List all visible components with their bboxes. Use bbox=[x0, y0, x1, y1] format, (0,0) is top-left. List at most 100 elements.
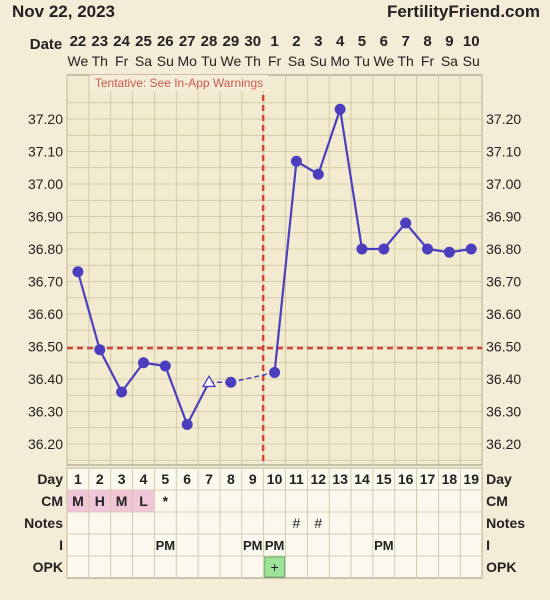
table-cell-cm: M bbox=[116, 493, 128, 509]
warning-label-bg bbox=[90, 75, 268, 91]
y-tick-label-left: 36.60 bbox=[28, 306, 63, 322]
table-cell-day: 13 bbox=[332, 471, 348, 487]
weekday-label: Tu bbox=[354, 53, 370, 69]
table-cell-day: 5 bbox=[161, 471, 169, 487]
date-label: 8 bbox=[423, 33, 431, 50]
chart-date: Nov 22, 2023 bbox=[12, 2, 116, 21]
weekday-label: Tu bbox=[201, 53, 217, 69]
y-tick-label-right: 36.60 bbox=[486, 306, 521, 322]
table-row-label-left: OPK bbox=[33, 559, 63, 575]
weekday-label: Fr bbox=[268, 53, 282, 69]
weekday-label: Th bbox=[92, 53, 108, 69]
table-cell-notes: # bbox=[314, 515, 322, 531]
y-tick-label-left: 37.10 bbox=[28, 144, 63, 160]
date-label: 3 bbox=[314, 33, 322, 50]
y-tick-label-left: 36.30 bbox=[28, 404, 63, 420]
temp-line-segment bbox=[404, 222, 429, 250]
weekday-label: Fr bbox=[421, 53, 435, 69]
table-cell-cm: H bbox=[95, 493, 105, 509]
table-row-label-right: Notes bbox=[486, 515, 525, 531]
temp-point bbox=[465, 243, 477, 255]
weekday-label: We bbox=[221, 53, 242, 69]
table-row-label-right: I bbox=[486, 537, 490, 553]
table-row-label-left: CM bbox=[41, 493, 63, 509]
table-cell-day: 9 bbox=[249, 471, 257, 487]
table-cell-day: 12 bbox=[310, 471, 326, 487]
y-tick-label-left: 36.50 bbox=[28, 339, 63, 355]
table-cell-day: 4 bbox=[140, 471, 148, 487]
y-tick-label-right: 36.30 bbox=[486, 404, 521, 420]
table-cell-day: 16 bbox=[398, 471, 414, 487]
temp-line-segment bbox=[339, 109, 364, 250]
date-label: 10 bbox=[463, 33, 480, 50]
y-tick-label-right: 36.50 bbox=[486, 339, 521, 355]
temp-line-segment bbox=[164, 365, 189, 425]
plot-area bbox=[66, 74, 483, 466]
temp-point bbox=[378, 243, 390, 255]
y-tick-label-left: 37.20 bbox=[28, 111, 63, 127]
temp-point bbox=[312, 168, 324, 180]
y-tick-label-right: 37.10 bbox=[486, 144, 521, 160]
temp-point bbox=[269, 367, 281, 378]
y-tick-label-left: 36.90 bbox=[28, 209, 63, 225]
table-row-label-right: Day bbox=[486, 471, 512, 487]
temp-point bbox=[400, 217, 412, 229]
y-tick-label-right: 36.40 bbox=[486, 371, 521, 387]
date-label: 6 bbox=[380, 33, 388, 50]
date-label: 7 bbox=[402, 33, 410, 50]
date-row-label: Date bbox=[30, 36, 63, 53]
table-cell-day: 15 bbox=[376, 471, 392, 487]
table-cell-intercourse: PM bbox=[265, 538, 285, 553]
y-tick-label-right: 36.70 bbox=[486, 274, 521, 290]
temp-point-triangle bbox=[201, 374, 217, 388]
date-label: 1 bbox=[270, 33, 278, 50]
table-cell-day: 1 bbox=[74, 471, 82, 487]
y-tick-label-left: 36.70 bbox=[28, 274, 63, 290]
temp-point bbox=[334, 103, 346, 115]
weekday-label: Sa bbox=[441, 53, 458, 69]
temp-point bbox=[137, 357, 149, 369]
y-tick-label-left: 36.20 bbox=[28, 436, 63, 452]
weekday-label: Sa bbox=[288, 53, 305, 69]
temp-point bbox=[356, 243, 368, 255]
weekday-label: We bbox=[68, 53, 89, 69]
weekday-label: Th bbox=[398, 53, 414, 69]
date-label: 30 bbox=[244, 33, 261, 50]
table-cell-intercourse: PM bbox=[374, 538, 394, 553]
temp-point bbox=[116, 386, 128, 398]
weekday-label: Fr bbox=[115, 53, 129, 69]
y-tick-label-right: 36.80 bbox=[486, 241, 521, 257]
weekday-label: We bbox=[373, 53, 394, 69]
weekday-label: Su bbox=[463, 53, 480, 69]
table-row-label-left: Day bbox=[37, 471, 63, 487]
temp-point bbox=[422, 243, 434, 255]
table-row-label-right: CM bbox=[486, 493, 508, 509]
date-label: 29 bbox=[223, 33, 240, 50]
opk-positive-cell bbox=[264, 556, 285, 578]
temp-point bbox=[159, 360, 171, 372]
temp-line-segment bbox=[317, 108, 342, 175]
menses-cell bbox=[132, 490, 155, 512]
table-cell-day: 14 bbox=[354, 471, 370, 487]
table-cell-day: 3 bbox=[118, 471, 126, 487]
date-label: 26 bbox=[157, 33, 174, 50]
weekday-label: Th bbox=[245, 53, 261, 69]
table-cell-day: 17 bbox=[420, 471, 436, 487]
y-tick-label-right: 36.20 bbox=[486, 436, 521, 452]
weekday-label: Su bbox=[310, 53, 327, 69]
y-tick-label-left: 37.00 bbox=[28, 176, 63, 192]
menses-cell bbox=[88, 490, 111, 512]
menses-cell bbox=[110, 490, 133, 512]
table-cell-cm: M bbox=[72, 493, 84, 509]
date-label: 22 bbox=[70, 33, 87, 50]
y-tick-label-right: 37.20 bbox=[486, 111, 521, 127]
table-cell-opk: + bbox=[270, 559, 278, 575]
table-cell-day: 11 bbox=[289, 471, 304, 487]
temp-line-segment bbox=[76, 271, 101, 351]
temp-point bbox=[225, 376, 237, 388]
weekday-label: Sa bbox=[135, 53, 152, 69]
table-row-label-right: OPK bbox=[486, 559, 516, 575]
warning-label: Tentative: See In-App Warnings bbox=[95, 76, 263, 90]
table-cell-day: 6 bbox=[183, 471, 191, 487]
date-label: 24 bbox=[113, 33, 130, 50]
